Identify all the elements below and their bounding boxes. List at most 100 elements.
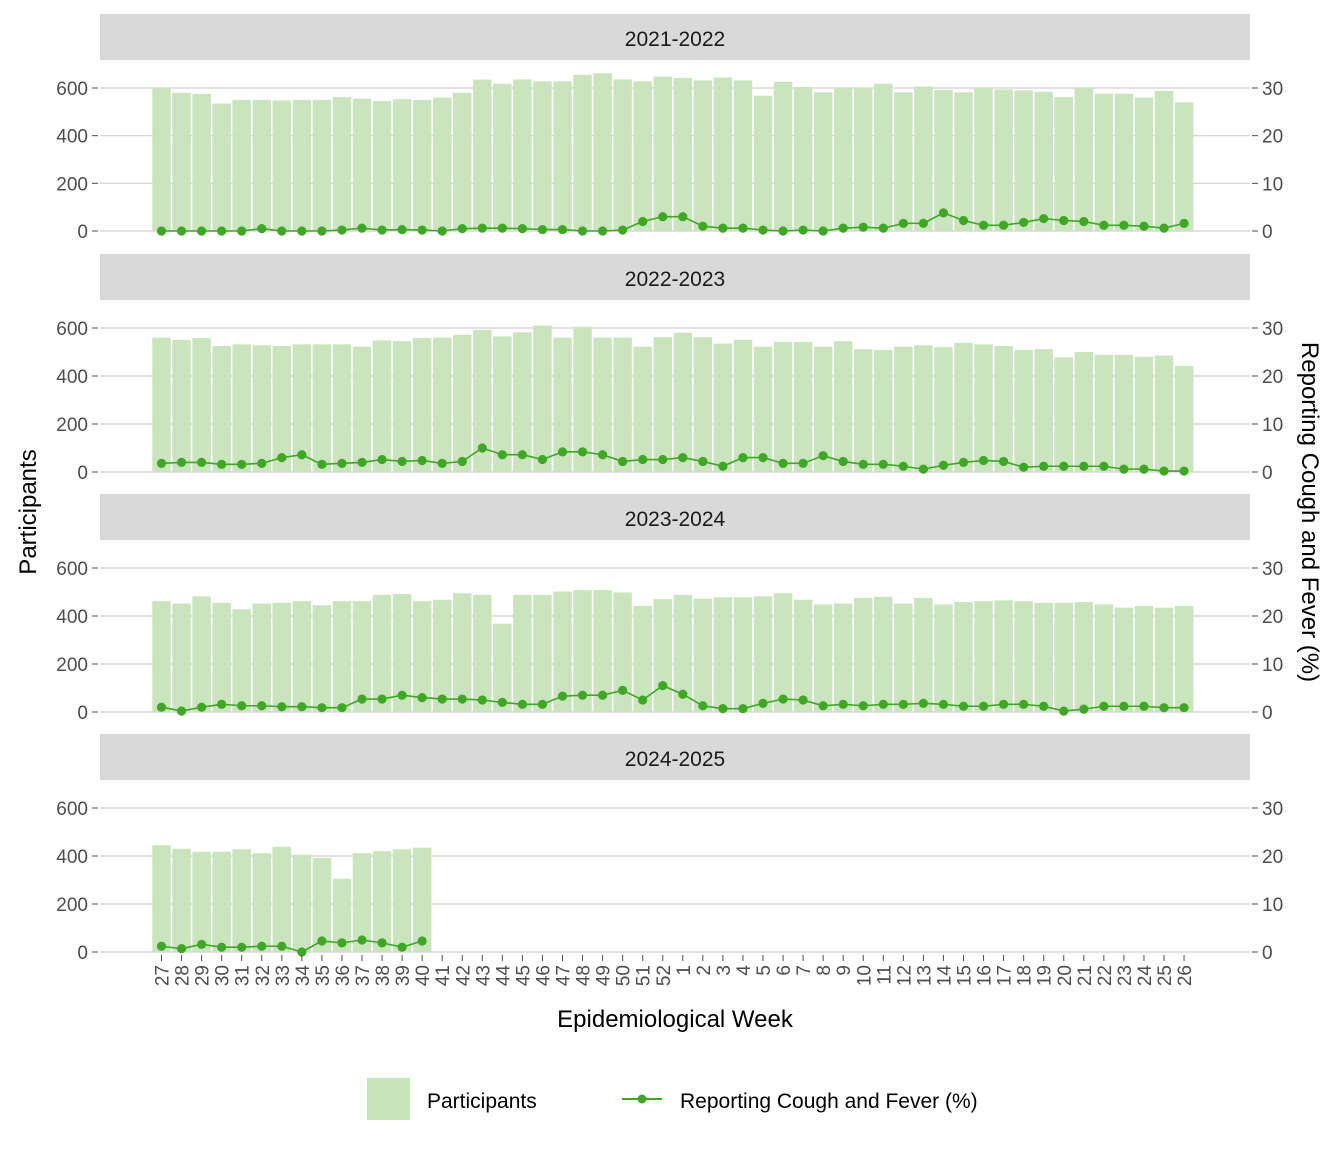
- point-cough-fever: [237, 701, 247, 711]
- bar-participants: [793, 87, 813, 232]
- point-cough-fever: [417, 455, 427, 466]
- point-cough-fever: [918, 218, 929, 228]
- y-tick-label: 0: [77, 463, 88, 484]
- point-cough-fever: [598, 450, 608, 460]
- point-cough-fever: [317, 459, 327, 469]
- bar-participants: [693, 80, 713, 231]
- bar-participants: [392, 593, 412, 712]
- x-tick-label: 47: [554, 965, 575, 986]
- facet-strip-label: 2022-2023: [625, 268, 725, 291]
- point-cough-fever: [698, 456, 708, 467]
- y2-tick-label: 20: [1262, 607, 1283, 628]
- x-tick-label: 25: [1155, 965, 1176, 986]
- point-cough-fever: [618, 225, 628, 235]
- bar-participants: [432, 97, 452, 232]
- point-cough-fever: [437, 458, 447, 468]
- bar-participants: [192, 596, 211, 712]
- point-cough-fever: [277, 941, 287, 951]
- bar-participants: [372, 340, 392, 472]
- bar-participants: [673, 594, 693, 712]
- point-cough-fever: [577, 226, 588, 236]
- bar-participants: [1134, 97, 1154, 232]
- bar-participants: [412, 99, 432, 232]
- point-cough-fever: [257, 224, 267, 234]
- y2-tick-label: 20: [1262, 127, 1283, 148]
- facet-panel: 2023-2024 0 200 400 600 0 10 20 30: [56, 494, 1283, 724]
- bar-participants: [533, 81, 552, 232]
- point-cough-fever: [658, 212, 668, 222]
- bar-participants: [994, 600, 1013, 712]
- point-cough-fever: [457, 456, 467, 467]
- bar-participants: [733, 80, 753, 231]
- point-cough-fever: [978, 220, 989, 230]
- bar-participants: [412, 847, 432, 952]
- bar-participants: [1174, 102, 1194, 231]
- y2-tick-label: 0: [1262, 222, 1273, 243]
- point-cough-fever: [658, 681, 668, 691]
- point-cough-fever: [1019, 462, 1029, 472]
- point-cough-fever: [798, 225, 808, 235]
- point-cough-fever: [517, 224, 528, 234]
- bar-participants: [252, 99, 271, 232]
- point-cough-fever: [277, 226, 287, 236]
- bar-participants: [1114, 93, 1134, 231]
- y-tick-label: 600: [56, 319, 88, 340]
- point-cough-fever: [618, 685, 628, 696]
- bar-participants: [372, 101, 392, 231]
- bar-participants: [152, 601, 171, 712]
- y2-tick-label: 10: [1262, 895, 1283, 916]
- facet-strip: [100, 14, 1250, 60]
- x-tick-label: 35: [313, 965, 334, 986]
- bar-participants: [954, 342, 973, 472]
- bar-participants: [473, 79, 492, 232]
- bar-participants: [272, 346, 292, 472]
- line-cough-fever: [161, 447, 1185, 472]
- x-tick-label: 16: [975, 965, 996, 986]
- point-cough-fever: [317, 226, 327, 236]
- y-tick-label: 600: [56, 79, 88, 100]
- x-tick-label: 46: [533, 965, 554, 986]
- point-cough-fever: [1159, 703, 1169, 713]
- bar-participants: [713, 343, 733, 472]
- x-tick-label: 38: [373, 965, 394, 986]
- point-cough-fever: [718, 704, 728, 714]
- x-tick-label: 5: [754, 965, 775, 976]
- bar-participants: [934, 347, 953, 472]
- point-cough-fever: [297, 226, 307, 236]
- bar-participants: [914, 598, 933, 712]
- x-tick-label: 42: [453, 965, 474, 986]
- x-tick-label: 1: [674, 965, 695, 976]
- y-tick-label: 0: [77, 703, 88, 724]
- point-cough-fever: [1039, 214, 1049, 224]
- point-cough-fever: [1179, 466, 1189, 476]
- point-cough-fever: [918, 698, 929, 708]
- bar-participants: [934, 89, 953, 231]
- point-cough-fever: [818, 451, 828, 461]
- point-cough-fever: [197, 457, 207, 467]
- point-cough-fever: [898, 461, 908, 471]
- bar-participants: [172, 92, 191, 232]
- bar-participants: [212, 602, 231, 712]
- y-tick-label: 400: [56, 847, 88, 868]
- point-cough-fever: [1139, 464, 1149, 474]
- bar-participants: [1054, 357, 1073, 472]
- bar-participants: [914, 345, 933, 472]
- bar-participants: [1034, 349, 1053, 472]
- bar-participants: [332, 878, 352, 952]
- bar-participants: [733, 597, 753, 712]
- legend: Participants Reporting Cough and Fever (…: [367, 1078, 978, 1120]
- bar-participants: [513, 332, 532, 472]
- point-cough-fever: [999, 699, 1009, 709]
- bar-participants: [212, 103, 231, 231]
- point-cough-fever: [217, 942, 227, 952]
- point-cough-fever: [1079, 461, 1089, 471]
- bar-participants: [1014, 601, 1033, 712]
- point-cough-fever: [197, 226, 207, 236]
- point-cough-fever: [297, 702, 307, 712]
- y-tick-label: 200: [56, 415, 88, 436]
- point-cough-fever: [156, 226, 167, 236]
- x-tick-label: 43: [473, 965, 494, 986]
- x-tick-label: 51: [634, 965, 655, 986]
- bar-participants: [854, 598, 873, 712]
- y2-tick-label: 10: [1262, 655, 1283, 676]
